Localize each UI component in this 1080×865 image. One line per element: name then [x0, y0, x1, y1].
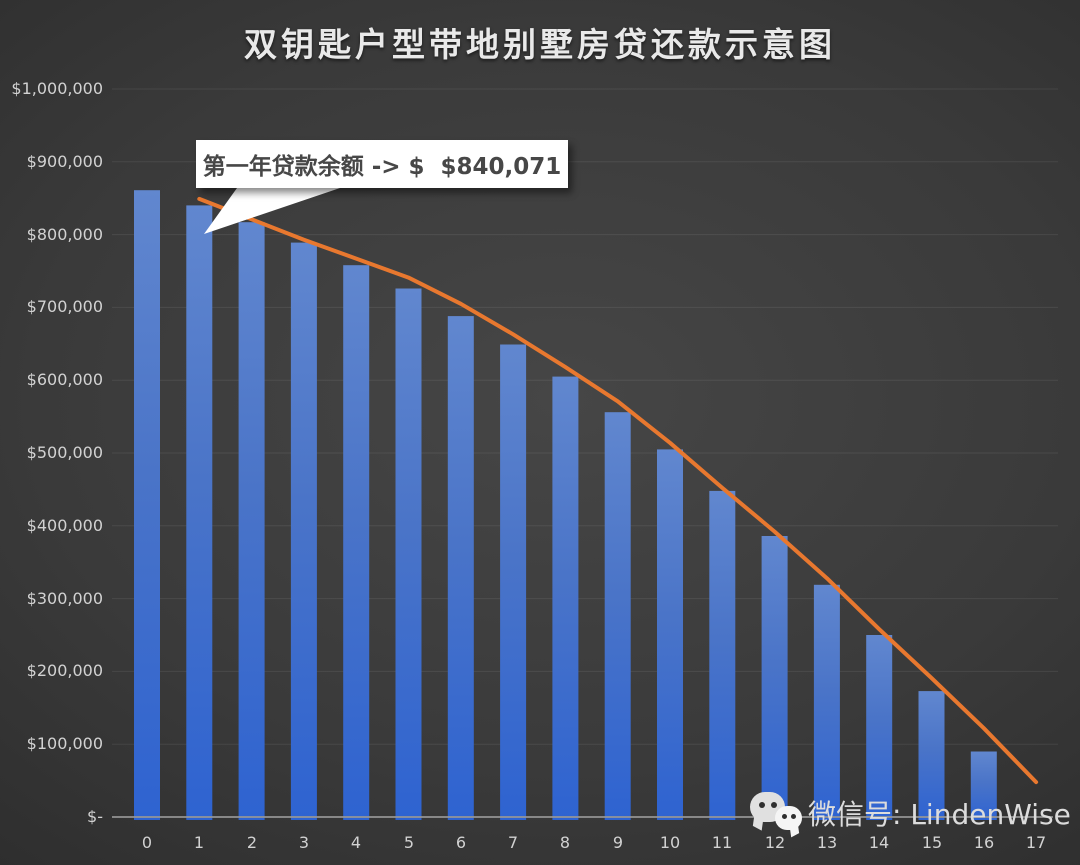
y-tick-label: $900,000 [26, 152, 103, 171]
wechat-bubble-small [775, 806, 802, 830]
bar-year-4 [343, 265, 370, 820]
x-tick-label: 17 [1025, 833, 1047, 852]
bar-year-13 [813, 584, 840, 820]
x-tick-label: 0 [141, 833, 153, 852]
chart-title: 双钥匙户型带地别墅房贷还款示意图 [244, 25, 836, 64]
x-tick-label: 13 [816, 833, 838, 852]
callout-balance-year1: 第一年贷款余额 -> $ $840,071 [196, 140, 568, 188]
y-tick-label: $100,000 [26, 734, 103, 753]
y-tick-label: $200,000 [26, 661, 103, 680]
x-tick-label: 16 [973, 833, 995, 852]
x-tick-label: 6 [455, 833, 467, 852]
x-tick-label: 9 [612, 833, 624, 852]
x-tick-label: 10 [659, 833, 681, 852]
bar-year-8 [552, 376, 579, 820]
x-tick-label: 4 [350, 833, 362, 852]
watermark: 微信号: LindenWise [748, 788, 1071, 838]
wechat-icon [748, 788, 804, 838]
bar-year-1 [186, 205, 213, 820]
x-tick-label: 1 [193, 833, 205, 852]
x-tick-label: 15 [921, 833, 943, 852]
callout-tail [204, 188, 340, 234]
bar-year-10 [657, 449, 683, 820]
y-tick-label: $1,000,000 [11, 79, 103, 98]
bar-year-3 [290, 242, 317, 821]
y-tick-label: $300,000 [26, 589, 103, 608]
watermark-label: 微信号: LindenWise [808, 798, 1071, 831]
bar-year-16 [970, 751, 997, 820]
bar-year-11 [709, 490, 736, 820]
x-tick-label: 14 [868, 833, 890, 852]
x-tick-label: 7 [507, 833, 519, 852]
x-tick-label: 11 [711, 833, 733, 852]
bar-year-5 [395, 288, 422, 820]
bar-year-0 [134, 190, 160, 820]
bar-year-6 [447, 316, 474, 820]
x-tick-label: 3 [298, 833, 310, 852]
y-tick-label: $400,000 [26, 516, 103, 535]
bar-year-14 [866, 635, 893, 820]
y-tick-label: $800,000 [26, 225, 103, 244]
bar-year-12 [761, 536, 788, 820]
trendline [197, 196, 1039, 785]
bar-year-9 [604, 412, 631, 820]
y-tick-label: $700,000 [26, 297, 103, 316]
bar-year-7 [500, 344, 527, 820]
y-tick-label: $- [87, 807, 103, 826]
x-tick-label: 5 [403, 833, 415, 852]
y-tick-label: $500,000 [26, 443, 103, 462]
x-tick-label: 2 [246, 833, 258, 852]
bar-year-15 [918, 691, 945, 820]
x-tick-label: 12 [764, 833, 786, 852]
y-tick-label: $600,000 [26, 370, 103, 389]
x-tick-label: 8 [559, 833, 571, 852]
bar-year-2 [238, 222, 265, 820]
